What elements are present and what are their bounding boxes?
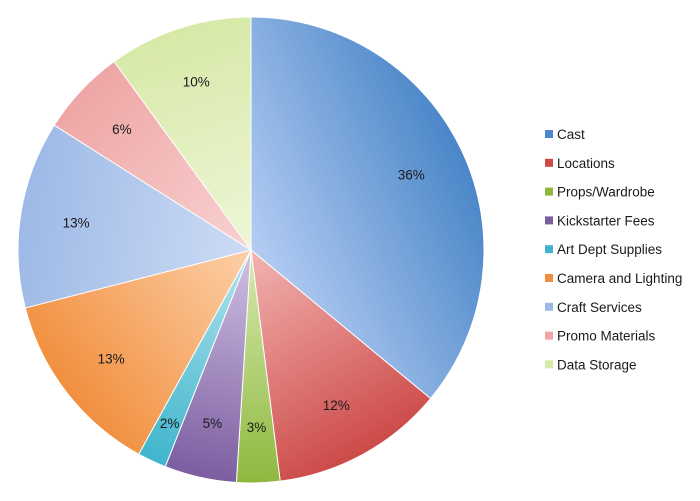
legend-label-data-storage: Data Storage: [557, 357, 637, 372]
legend-label-locations: Locations: [557, 156, 615, 171]
pie-slice-craft-services: [17, 124, 253, 309]
legend-label-art-dept-supplies: Art Dept Supplies: [557, 242, 662, 257]
legend-label-cast: Cast: [557, 127, 585, 142]
legend-swatch-kickstarter-fees: [545, 216, 553, 225]
legend-item-kickstarter-fees: Kickstarter Fees: [545, 213, 655, 228]
legend-item-locations: Locations: [545, 156, 615, 171]
data-label-craft-services: 13%: [63, 215, 90, 230]
legend-item-craft-services: Craft Services: [545, 300, 642, 315]
chart-legend: Cast Locations Props/Wardrobe Kickstarter F…: [545, 127, 682, 372]
legend-label-craft-services: Craft Services: [557, 300, 642, 315]
legend-item-promo-materials: Promo Materials: [545, 329, 656, 344]
legend-item-props-wardrobe: Props/Wardrobe: [545, 185, 655, 200]
data-label-camera-and-lighting: 13%: [98, 352, 125, 367]
legend-label-props-wardrobe: Props/Wardrobe: [557, 185, 655, 200]
legend-swatch-data-storage: [545, 360, 553, 369]
data-label-props-wardrobe: 3%: [247, 420, 267, 435]
pie-slice-data-storage: [113, 16, 252, 252]
data-label-locations: 12%: [323, 398, 350, 413]
pie-slice-locations: [250, 248, 432, 482]
legend-swatch-props-wardrobe: [545, 187, 553, 196]
legend-item-data-storage: Data Storage: [545, 357, 637, 372]
pie-slice-cast: [250, 16, 485, 400]
legend-item-art-dept-supplies: Art Dept Supplies: [545, 242, 662, 257]
legend-swatch-locations: [545, 158, 553, 167]
legend-swatch-cast: [545, 130, 553, 138]
legend-label-kickstarter-fees: Kickstarter Fees: [557, 213, 655, 228]
legend-swatch-promo-materials: [545, 331, 553, 340]
pie-slice-camera-and-lighting: [24, 249, 252, 455]
data-label-art-dept-supplies: 2%: [160, 416, 180, 431]
legend-item-camera-and-lighting: Camera and Lighting: [545, 271, 682, 286]
pie-data-labels: 36% 12% 3% 5% 2% 13% 13% 6% 10%: [63, 75, 425, 435]
legend-label-camera-and-lighting: Camera and Lighting: [557, 271, 682, 286]
pie-slices: [17, 16, 485, 484]
data-label-kickstarter-fees: 5%: [203, 416, 223, 431]
legend-swatch-camera-and-lighting: [545, 274, 553, 282]
legend-label-promo-materials: Promo Materials: [557, 329, 656, 344]
legend-swatch-art-dept-supplies: [545, 245, 553, 254]
data-label-promo-materials: 6%: [112, 122, 132, 137]
legend-item-cast: Cast: [545, 127, 585, 142]
legend-swatch-craft-services: [545, 302, 553, 311]
data-label-data-storage: 10%: [183, 75, 210, 90]
data-label-cast: 36%: [398, 168, 425, 183]
